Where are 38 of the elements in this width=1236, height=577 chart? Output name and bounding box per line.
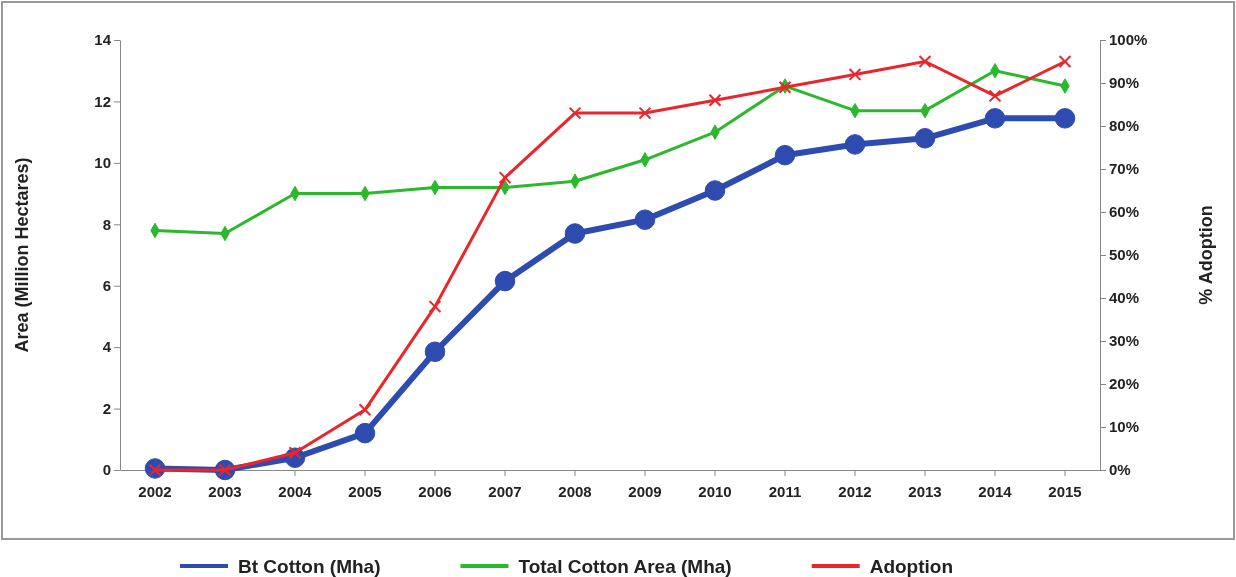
y-tick-label: 14 [94, 31, 112, 49]
x-tick-label: 2008 [558, 483, 592, 500]
y-tick-label: 8 [102, 215, 111, 233]
x-tick-label: 2011 [768, 483, 802, 500]
x-tick-label: 2007 [488, 483, 522, 500]
y2-tick-label: 80% [1109, 117, 1140, 135]
y-tick-label: 4 [102, 338, 112, 356]
y2-tick-label: 50% [1109, 246, 1140, 264]
x-tick-label: 2015 [1048, 483, 1082, 500]
x-tick-label: 2002 [138, 483, 172, 500]
y-tick-label: 10 [94, 154, 111, 172]
y2-axis-title: % Adoption [1196, 205, 1216, 305]
y2-tick-label: 100% [1109, 31, 1148, 49]
x-tick-label: 2006 [418, 483, 452, 500]
y2-tick-label: 0% [1109, 461, 1131, 479]
x-tick-label: 2004 [278, 483, 313, 500]
x-tick-label: 2014 [978, 483, 1013, 500]
x-tick-label: 2009 [628, 483, 662, 500]
legend-label: Bt Cotton (Mha) [238, 556, 381, 577]
y2-tick-label: 90% [1109, 74, 1140, 92]
y2-tick-label: 30% [1109, 332, 1140, 350]
y-tick-label: 12 [94, 92, 111, 110]
legend-label: Total Cotton Area (Mha) [518, 556, 732, 577]
y-tick-label: 0 [102, 461, 111, 479]
y2-tick-label: 70% [1109, 160, 1140, 178]
y-axis-title: Area (Million Hectares) [12, 157, 32, 353]
y2-tick-label: 20% [1109, 375, 1140, 393]
y2-tick-label: 10% [1109, 418, 1140, 436]
legend-label: Adoption [869, 556, 954, 577]
y-tick-label: 2 [102, 399, 111, 417]
y-tick-label: 6 [102, 277, 111, 295]
x-tick-label: 2003 [208, 483, 242, 500]
y2-tick-label: 60% [1109, 203, 1140, 221]
x-tick-label: 2010 [698, 483, 732, 500]
x-tick-label: 2012 [838, 483, 872, 500]
x-tick-label: 2005 [348, 483, 382, 500]
y2-tick-label: 40% [1109, 289, 1140, 307]
x-tick-label: 2013 [908, 483, 942, 500]
